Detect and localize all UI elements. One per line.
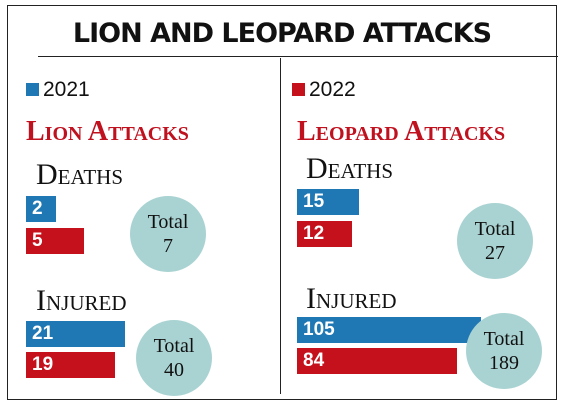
bar-leopard-deaths-2021: 15: [297, 189, 359, 215]
lion-deaths-label: Deaths: [36, 158, 124, 191]
bar-leopard-deaths-2022: 12: [297, 221, 353, 247]
bar-value: 105: [303, 319, 335, 340]
total-label: Total: [147, 211, 189, 233]
total-value: 27: [485, 242, 505, 264]
legend-entry-2021: 2021: [26, 78, 90, 102]
chart-frame: [7, 5, 557, 400]
leopard-injured-label: Injured: [306, 282, 397, 315]
bar-value: 19: [32, 354, 54, 375]
bar-leopard-injured-2021: 105: [297, 317, 481, 343]
legend-entry-2022: 2022: [292, 78, 356, 102]
legend-label-2022: 2022: [309, 78, 356, 101]
bar-leopard-injured-2022: 84: [297, 348, 457, 374]
panel-divider: [280, 58, 281, 394]
leopard-deaths-label: Deaths: [306, 152, 394, 185]
bar-lion-injured-2022: 19: [26, 352, 116, 378]
total-label: Total: [474, 218, 516, 240]
lion-heading: Lion Attacks: [26, 116, 189, 147]
lion-injured-total-bubble: Total 40: [136, 320, 212, 396]
bar-lion-deaths-2022: 5: [26, 228, 84, 254]
leopard-deaths-total-bubble: Total 27: [457, 203, 533, 279]
leopard-heading: Leopard Attacks: [297, 116, 506, 147]
bar-value: 2: [32, 198, 43, 219]
title-rule: [38, 56, 558, 57]
lion-injured-label: Injured: [36, 284, 127, 317]
bar-lion-injured-2021: 21: [26, 321, 125, 347]
legend-label-2021: 2021: [43, 78, 90, 101]
total-value: 7: [163, 235, 173, 257]
bar-value: 5: [32, 230, 43, 251]
bar-lion-deaths-2021: 2: [26, 196, 56, 222]
lion-deaths-total-bubble: Total 7: [130, 196, 206, 272]
legend-swatch-2022: [292, 83, 305, 96]
bar-value: 84: [303, 350, 325, 371]
total-value: 40: [164, 359, 184, 381]
bar-value: 15: [303, 191, 325, 212]
total-label: Total: [153, 335, 195, 357]
total-value: 189: [489, 352, 519, 374]
chart-title: LION AND LEOPARD ATTACKS: [72, 18, 492, 49]
legend-swatch-2021: [26, 83, 39, 96]
bar-value: 21: [32, 323, 54, 344]
leopard-injured-total-bubble: Total 189: [466, 313, 542, 389]
bar-value: 12: [303, 223, 325, 244]
total-label: Total: [483, 328, 525, 350]
